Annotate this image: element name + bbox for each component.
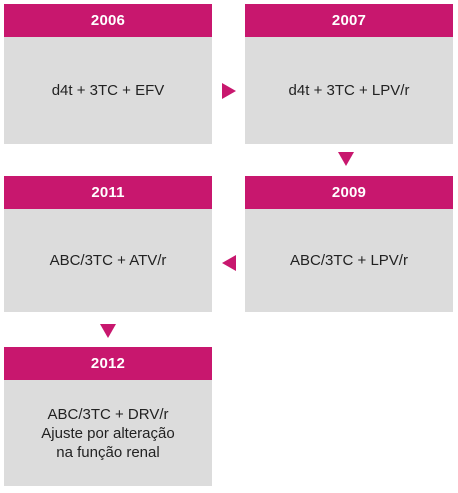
step-regimen: ABC/3TC + DRV/r Ajuste por alteração na … — [4, 380, 212, 486]
step-regimen: ABC/3TC + LPV/r — [245, 209, 453, 312]
step-box-2012: 2012 ABC/3TC + DRV/r Ajuste por alteraçã… — [4, 347, 212, 486]
step-box-2009: 2009 ABC/3TC + LPV/r — [245, 176, 453, 312]
arrow-down-icon — [100, 324, 116, 338]
step-year: 2011 — [4, 176, 212, 209]
step-regimen: d4t + 3TC + LPV/r — [245, 37, 453, 144]
step-regimen: ABC/3TC + ATV/r — [4, 209, 212, 312]
arrow-left-icon — [222, 255, 236, 271]
regimen-line: Ajuste por alteração — [41, 424, 175, 442]
step-box-2007: 2007 d4t + 3TC + LPV/r — [245, 4, 453, 144]
regimen-line: d4t + 3TC + EFV — [51, 82, 165, 99]
step-year: 2009 — [245, 176, 453, 209]
regimen-line: ABC/3TC + ATV/r — [49, 252, 167, 269]
step-regimen: d4t + 3TC + EFV — [4, 37, 212, 144]
regimen-line: na função renal — [56, 443, 160, 461]
step-year: 2012 — [4, 347, 212, 380]
regimen-line: ABC/3TC + LPV/r — [290, 252, 408, 269]
arrow-down-icon — [338, 152, 354, 166]
step-year: 2006 — [4, 4, 212, 37]
regimen-line: ABC/3TC + DRV/r — [47, 405, 169, 423]
step-year: 2007 — [245, 4, 453, 37]
regimen-line: d4t + 3TC + LPV/r — [288, 82, 410, 99]
step-box-2011: 2011 ABC/3TC + ATV/r — [4, 176, 212, 312]
arrow-right-icon — [222, 83, 236, 99]
step-box-2006: 2006 d4t + 3TC + EFV — [4, 4, 212, 144]
